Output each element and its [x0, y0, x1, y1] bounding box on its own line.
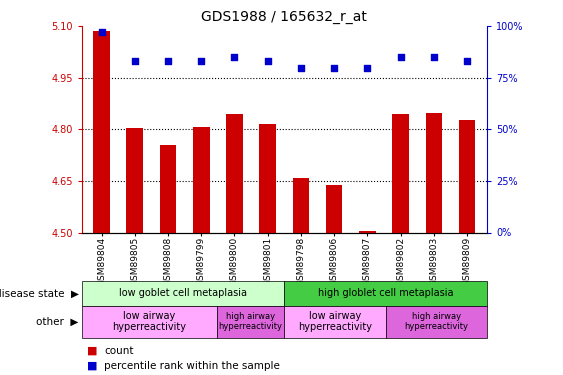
- Point: [297, 64, 306, 70]
- Bar: [193, 127, 209, 232]
- Text: count: count: [104, 346, 133, 355]
- Text: low airway
hyperreactivity: low airway hyperreactivity: [112, 311, 186, 332]
- Text: disease state  ▶: disease state ▶: [0, 288, 79, 298]
- Point: [396, 54, 405, 60]
- Text: high globlet cell metaplasia: high globlet cell metaplasia: [318, 288, 453, 298]
- Text: high airway
hyperreactivity: high airway hyperreactivity: [404, 312, 468, 331]
- Text: ■: ■: [87, 361, 98, 370]
- Text: low airway
hyperreactivity: low airway hyperreactivity: [298, 311, 372, 332]
- Bar: [82, 306, 217, 338]
- Title: GDS1988 / 165632_r_at: GDS1988 / 165632_r_at: [202, 10, 367, 24]
- Bar: [293, 178, 309, 232]
- Point: [97, 30, 106, 36]
- Point: [130, 58, 139, 64]
- Bar: [359, 231, 376, 232]
- Bar: [160, 145, 176, 232]
- Bar: [386, 306, 487, 338]
- Point: [463, 58, 472, 64]
- Bar: [426, 113, 442, 232]
- Point: [363, 64, 372, 70]
- Bar: [326, 185, 342, 232]
- Bar: [127, 128, 143, 232]
- Bar: [260, 124, 276, 232]
- Bar: [392, 114, 409, 232]
- Bar: [459, 120, 475, 232]
- Text: low goblet cell metaplasia: low goblet cell metaplasia: [119, 288, 247, 298]
- Bar: [226, 114, 243, 232]
- Bar: [284, 306, 386, 338]
- Point: [430, 54, 439, 60]
- Point: [230, 54, 239, 60]
- Point: [196, 58, 205, 64]
- Bar: [93, 32, 110, 232]
- Bar: [284, 281, 487, 306]
- Bar: [217, 306, 284, 338]
- Text: high airway
hyperreactivity: high airway hyperreactivity: [218, 312, 283, 331]
- Point: [330, 64, 339, 70]
- Point: [163, 58, 172, 64]
- Text: percentile rank within the sample: percentile rank within the sample: [104, 361, 280, 370]
- Text: ■: ■: [87, 346, 98, 355]
- Point: [263, 58, 272, 64]
- Text: other  ▶: other ▶: [37, 316, 79, 327]
- Bar: [82, 281, 284, 306]
